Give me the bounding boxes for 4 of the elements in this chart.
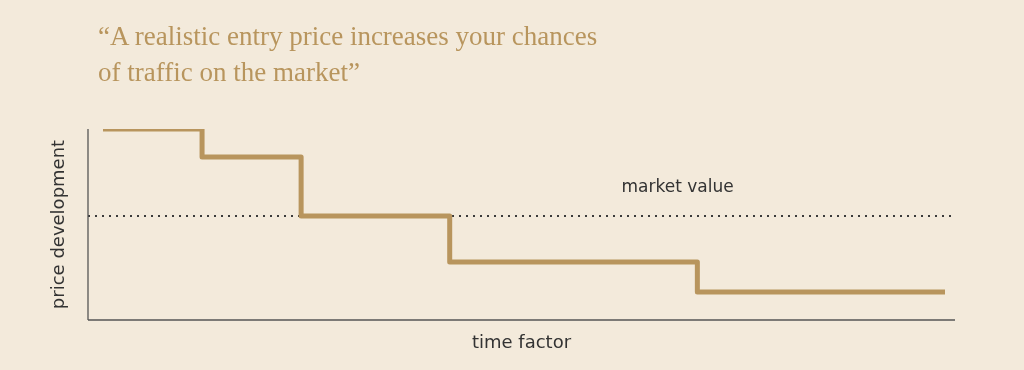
chart-title: “A realistic entry price increases your chances of traffic on the market” [98,20,599,89]
ref-line-label: market value [621,175,734,196]
y-axis-title: price development [47,139,69,310]
x-axis-title: time factor [471,331,572,352]
